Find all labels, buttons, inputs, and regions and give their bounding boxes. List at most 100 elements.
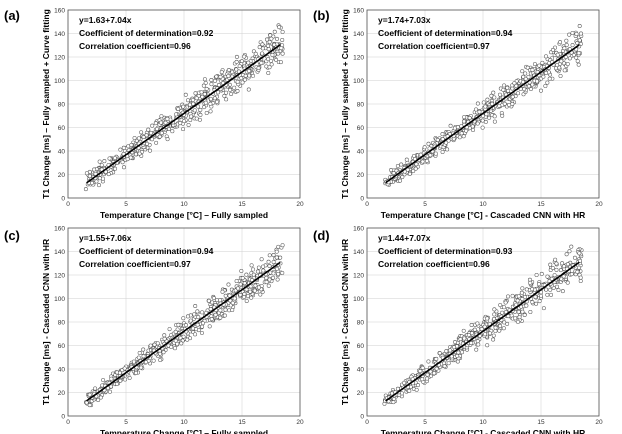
data-point bbox=[575, 269, 580, 274]
data-point bbox=[139, 130, 144, 135]
data-point bbox=[183, 92, 188, 97]
data-point bbox=[259, 257, 264, 262]
x-tick-label: 20 bbox=[595, 419, 603, 426]
data-point bbox=[228, 87, 233, 92]
data-point bbox=[523, 71, 528, 76]
data-point bbox=[163, 120, 168, 125]
data-point bbox=[155, 126, 159, 131]
data-point bbox=[278, 255, 283, 260]
data-point bbox=[564, 38, 569, 43]
data-point bbox=[214, 74, 219, 79]
data-point bbox=[545, 292, 550, 297]
x-tick-label: 15 bbox=[537, 419, 545, 426]
data-point bbox=[510, 293, 515, 298]
data-point bbox=[502, 320, 507, 325]
data-point bbox=[277, 25, 282, 30]
data-point bbox=[475, 121, 480, 126]
y-tick-label: 0 bbox=[61, 413, 65, 420]
data-point bbox=[530, 287, 535, 292]
data-point bbox=[536, 282, 541, 287]
data-point bbox=[204, 86, 209, 91]
fit-line bbox=[385, 261, 580, 402]
data-point bbox=[244, 287, 249, 292]
data-point bbox=[141, 347, 146, 352]
data-point bbox=[275, 277, 280, 282]
data-point bbox=[185, 337, 190, 342]
data-point bbox=[216, 90, 221, 95]
y-tick-label: 140 bbox=[353, 249, 364, 256]
data-point bbox=[223, 293, 228, 298]
data-point bbox=[466, 332, 471, 337]
data-point bbox=[440, 132, 445, 137]
data-point bbox=[497, 92, 502, 97]
x-axis-label: Temperature Change [°C] – Fully sampled bbox=[100, 210, 268, 220]
data-point bbox=[497, 328, 502, 333]
data-point bbox=[165, 116, 170, 121]
panel-letter: (b) bbox=[313, 8, 330, 23]
x-tick-label: 10 bbox=[180, 201, 188, 208]
y-tick-label: 120 bbox=[353, 54, 364, 61]
data-point bbox=[176, 106, 181, 111]
data-point bbox=[516, 319, 520, 324]
data-point bbox=[522, 313, 527, 317]
y-tick-label: 60 bbox=[357, 125, 365, 132]
data-point bbox=[200, 94, 205, 99]
data-point bbox=[118, 378, 123, 383]
data-point bbox=[432, 371, 437, 376]
y-tick-label: 80 bbox=[357, 101, 365, 108]
data-point bbox=[232, 296, 237, 301]
data-point bbox=[117, 370, 122, 375]
x-axis-label: Temperature Change [°C] - Cascaded CNN w… bbox=[381, 428, 585, 434]
data-point bbox=[399, 162, 404, 167]
data-point bbox=[226, 68, 231, 72]
data-point bbox=[506, 314, 511, 319]
data-point bbox=[541, 74, 546, 79]
data-point bbox=[242, 77, 247, 82]
data-point bbox=[527, 84, 531, 89]
data-point bbox=[492, 307, 497, 312]
data-point bbox=[253, 51, 258, 56]
y-tick-label: 100 bbox=[54, 296, 65, 303]
data-point bbox=[136, 136, 141, 141]
data-point bbox=[230, 307, 235, 312]
data-point bbox=[251, 272, 256, 277]
data-point bbox=[485, 343, 490, 348]
y-axis-label: T1 Change [ms] - Cascaded CNN with HR bbox=[340, 239, 350, 405]
data-point bbox=[204, 110, 209, 115]
data-point bbox=[483, 119, 488, 124]
y-tick-label: 80 bbox=[58, 319, 66, 326]
y-tick-label: 80 bbox=[357, 319, 365, 326]
x-tick-label: 20 bbox=[595, 201, 603, 208]
data-point bbox=[268, 58, 273, 63]
data-point bbox=[181, 104, 186, 109]
data-point bbox=[235, 89, 240, 93]
data-point bbox=[474, 107, 478, 112]
data-point bbox=[215, 99, 220, 104]
data-point bbox=[575, 41, 580, 45]
panel-b: 0 5 10 15 20 0 20 40 60 80 100 120 140 160 y=1.74+7.03… bbox=[313, 7, 603, 220]
x-tick-label: 15 bbox=[238, 201, 246, 208]
data-point bbox=[271, 260, 276, 265]
data-point bbox=[266, 57, 271, 62]
data-point bbox=[533, 294, 538, 299]
data-point bbox=[467, 115, 472, 120]
data-point bbox=[206, 298, 211, 303]
data-point bbox=[275, 266, 280, 271]
plot-frame bbox=[67, 227, 301, 417]
data-point bbox=[577, 251, 582, 256]
x-tick-label: 10 bbox=[479, 201, 487, 208]
annotation-line: Coefficient of determination=0.94 bbox=[79, 246, 214, 256]
data-point bbox=[185, 314, 190, 319]
data-point bbox=[208, 307, 213, 312]
data-point bbox=[187, 102, 192, 107]
data-point bbox=[425, 376, 430, 381]
y-tick-label: 20 bbox=[357, 390, 365, 397]
data-point bbox=[574, 31, 579, 36]
data-point bbox=[195, 322, 200, 327]
data-point bbox=[526, 75, 531, 80]
data-point bbox=[266, 283, 271, 288]
annotation-line: Correlation coefficient=0.97 bbox=[79, 259, 191, 269]
data-point bbox=[125, 157, 130, 162]
data-point bbox=[550, 266, 555, 270]
data-point bbox=[264, 37, 269, 42]
